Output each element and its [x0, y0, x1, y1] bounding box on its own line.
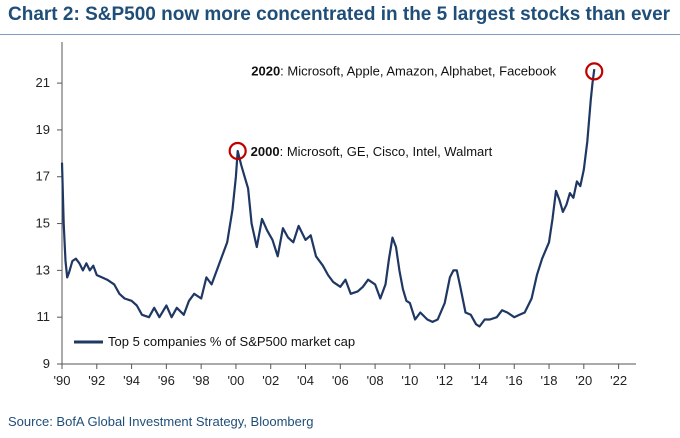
y-tick-label: 19	[36, 122, 50, 137]
y-tick-label: 17	[36, 169, 50, 184]
annotation-companies: : Microsoft, GE, Cisco, Intel, Walmart	[280, 144, 493, 159]
x-tick-label: '04	[297, 373, 314, 388]
x-tick-label: '14	[471, 373, 488, 388]
title-bar: Chart 2: S&P500 now more concentrated in…	[0, 0, 680, 32]
peak-marker-circle	[228, 141, 247, 161]
x-tick-label: '06	[332, 373, 349, 388]
y-tick-label: 11	[37, 309, 51, 324]
x-tick-label: '98	[193, 373, 210, 388]
series-line	[60, 68, 596, 328]
x-tick-label: '16	[506, 373, 523, 388]
y-tick-label: 9	[43, 356, 50, 371]
x-tick-label: '02	[262, 373, 279, 388]
x-tick-label: '08	[367, 373, 384, 388]
annotation-label: 2020: Microsoft, Apple, Amazon, Alphabet…	[251, 63, 556, 78]
chart-legend: Top 5 companies % of S&P500 market cap	[74, 334, 355, 349]
x-tick-label: '20	[575, 373, 592, 388]
x-tick-label: '96	[158, 373, 175, 388]
source-note: Source: BofA Global Investment Strategy,…	[8, 414, 314, 429]
annotation-companies: : Microsoft, Apple, Amazon, Alphabet, Fa…	[280, 63, 557, 78]
peak-marker-circle	[585, 62, 604, 81]
x-tick-label: '94	[123, 373, 140, 388]
x-tick-label: '00	[227, 373, 244, 388]
y-tick-label: 13	[36, 262, 50, 277]
annotation-label: 2000: Microsoft, GE, Cisco, Intel, Walma…	[251, 144, 493, 159]
x-tick-label: '90	[54, 373, 71, 388]
title-divider	[0, 34, 680, 35]
annotation-year: 2000	[251, 144, 280, 159]
plot-area	[60, 68, 596, 328]
x-tick-label: '12	[436, 373, 453, 388]
annotation-year: 2020	[251, 63, 280, 78]
chart-annotations: 2000: Microsoft, GE, Cisco, Intel, Walma…	[228, 62, 604, 161]
chart-axes: 9 11 13 15 17 19 21 '90 '92 '94 '96 '98 '00 '02 '04 '06…	[36, 42, 636, 388]
x-tick-label: '18	[541, 373, 558, 388]
chart-title: Chart 2: S&P500 now more concentrated in…	[8, 4, 671, 25]
legend-label: Top 5 companies % of S&P500 market cap	[108, 334, 355, 349]
x-tick-label: '10	[401, 373, 418, 388]
y-tick-label: 15	[36, 216, 50, 231]
x-tick-label: '92	[88, 373, 105, 388]
y-tick-label: 21	[36, 75, 50, 90]
x-tick-label: '22	[610, 373, 627, 388]
